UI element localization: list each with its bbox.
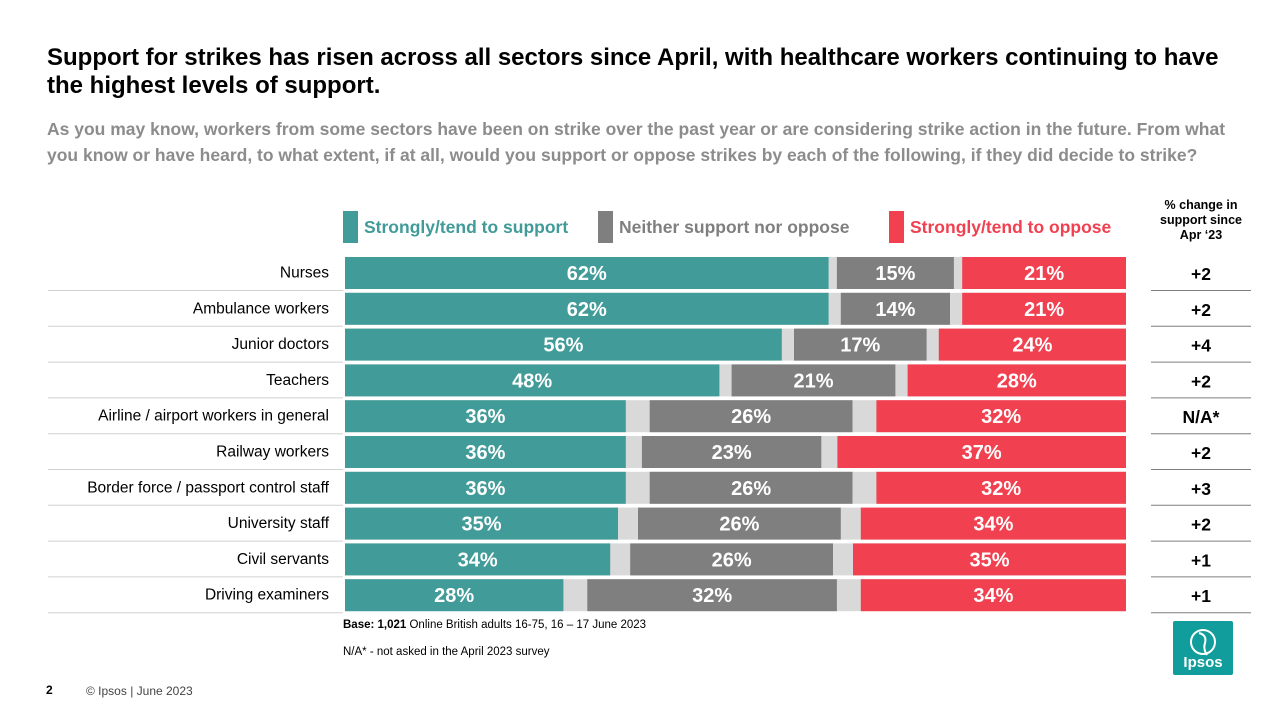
bar-support (345, 579, 564, 612)
bar-support (345, 436, 626, 468)
legend-neither-label: Neither support nor oppose (619, 217, 850, 237)
page-number: 2 (46, 683, 53, 697)
data-label-neither: 17% (840, 335, 880, 357)
change-value: +2 (1191, 300, 1211, 320)
bar-neither (641, 436, 822, 468)
data-label-oppose: 34% (973, 514, 1013, 536)
data-label-oppose: 35% (969, 549, 1009, 571)
bar-oppose (962, 292, 1126, 325)
data-label-oppose: 34% (973, 585, 1013, 607)
data-label-neither: 23% (712, 442, 752, 464)
ipsos-logo-icon (1190, 629, 1216, 656)
data-label-neither: 21% (793, 370, 833, 392)
base-note: Base: 1,021 Online British adults 16-75,… (343, 619, 646, 631)
bar-neither (587, 579, 837, 612)
data-label-support: 28% (434, 585, 474, 607)
data-label-support: 35% (461, 514, 501, 536)
category-label: Border force / passport control staff (87, 479, 329, 496)
change-value: +1 (1191, 550, 1211, 570)
data-label-support: 56% (543, 335, 583, 357)
bar-support (345, 257, 829, 289)
bar-neither (649, 471, 853, 504)
category-label: Junior doctors (232, 336, 330, 353)
category-label: Driving examiners (205, 587, 329, 604)
legend-oppose-swatch (889, 211, 904, 243)
bar-neither (840, 292, 950, 325)
change-value: +4 (1191, 336, 1211, 356)
data-label-oppose: 32% (981, 406, 1021, 428)
bar-neither (649, 400, 853, 433)
data-label-neither: 26% (719, 514, 759, 536)
category-label: Airline / airport workers in general (98, 408, 329, 425)
data-label-oppose: 24% (1012, 335, 1052, 357)
slide-title: Support for strikes has risen across all… (47, 44, 1219, 99)
data-label-oppose: 21% (1024, 299, 1064, 321)
data-label-neither: 26% (712, 549, 752, 571)
data-label-support: 36% (465, 478, 505, 500)
base-note-bold: Base: 1,021 (343, 619, 407, 631)
category-label: University staff (228, 515, 330, 532)
change-value: N/A* (1183, 407, 1220, 427)
data-label-support: 36% (465, 406, 505, 428)
bar-oppose (938, 328, 1126, 361)
bar-neither (794, 328, 927, 361)
bar-support (345, 400, 626, 433)
legend-support-label: Strongly/tend to support (364, 217, 569, 237)
ipsos-logo-text: Ipsos (1183, 654, 1223, 671)
base-note-rest: Online British adults 16-75, 16 – 17 Jun… (406, 619, 647, 631)
bar-neither (731, 364, 896, 397)
change-value: +2 (1191, 443, 1211, 463)
bar-oppose (876, 400, 1126, 433)
data-label-support: 48% (512, 370, 552, 392)
bar-neither (836, 257, 954, 289)
bar-support (345, 292, 829, 325)
bar-neither (638, 507, 841, 540)
bar-support (345, 507, 618, 540)
bar-oppose (907, 364, 1126, 397)
bar-oppose (853, 543, 1126, 576)
data-label-support: 62% (567, 299, 607, 321)
category-label: Civil servants (237, 551, 329, 568)
bar-support (345, 543, 611, 576)
bar-oppose (837, 436, 1126, 468)
data-label-neither: 26% (731, 478, 771, 500)
data-label-oppose: 21% (1024, 263, 1064, 285)
bar-support (345, 328, 782, 361)
change-value: +3 (1191, 479, 1211, 499)
bar-oppose (860, 579, 1126, 612)
change-value: +1 (1191, 586, 1211, 606)
data-label-support: 62% (567, 263, 607, 285)
legend-support-swatch (343, 211, 358, 243)
copyright-text: © Ipsos | June 2023 (86, 684, 193, 698)
bar-oppose (860, 507, 1126, 540)
data-label-neither: 32% (692, 585, 732, 607)
data-label-support: 34% (458, 549, 498, 571)
data-label-neither: 26% (731, 406, 771, 428)
ipsos-logo: Ipsos (1173, 621, 1233, 675)
data-label-neither: 14% (875, 299, 915, 321)
change-value: +2 (1191, 515, 1211, 535)
data-label-oppose: 28% (997, 370, 1037, 392)
data-label-oppose: 32% (981, 478, 1021, 500)
bar-support (345, 364, 720, 397)
bar-neither (630, 543, 833, 576)
legend-neither-swatch (598, 211, 613, 243)
bar-support (345, 471, 626, 504)
data-label-support: 36% (465, 442, 505, 464)
bar-oppose (962, 257, 1126, 289)
change-value: +2 (1191, 371, 1211, 391)
category-label: Teachers (266, 372, 329, 389)
na-footnote: N/A* - not asked in the April 2023 surve… (343, 646, 550, 658)
survey-question: As you may know, workers from some secto… (47, 119, 1226, 165)
change-value: +2 (1191, 264, 1211, 284)
change-column-header: % change in support since Apr ‘23 (1160, 198, 1242, 242)
category-label: Nurses (280, 265, 329, 282)
data-label-neither: 15% (875, 263, 915, 285)
category-label: Railway workers (216, 444, 329, 461)
data-label-oppose: 37% (962, 442, 1002, 464)
bar-oppose (876, 471, 1126, 504)
legend-oppose-label: Strongly/tend to oppose (910, 217, 1112, 237)
category-label: Ambulance workers (193, 300, 329, 317)
